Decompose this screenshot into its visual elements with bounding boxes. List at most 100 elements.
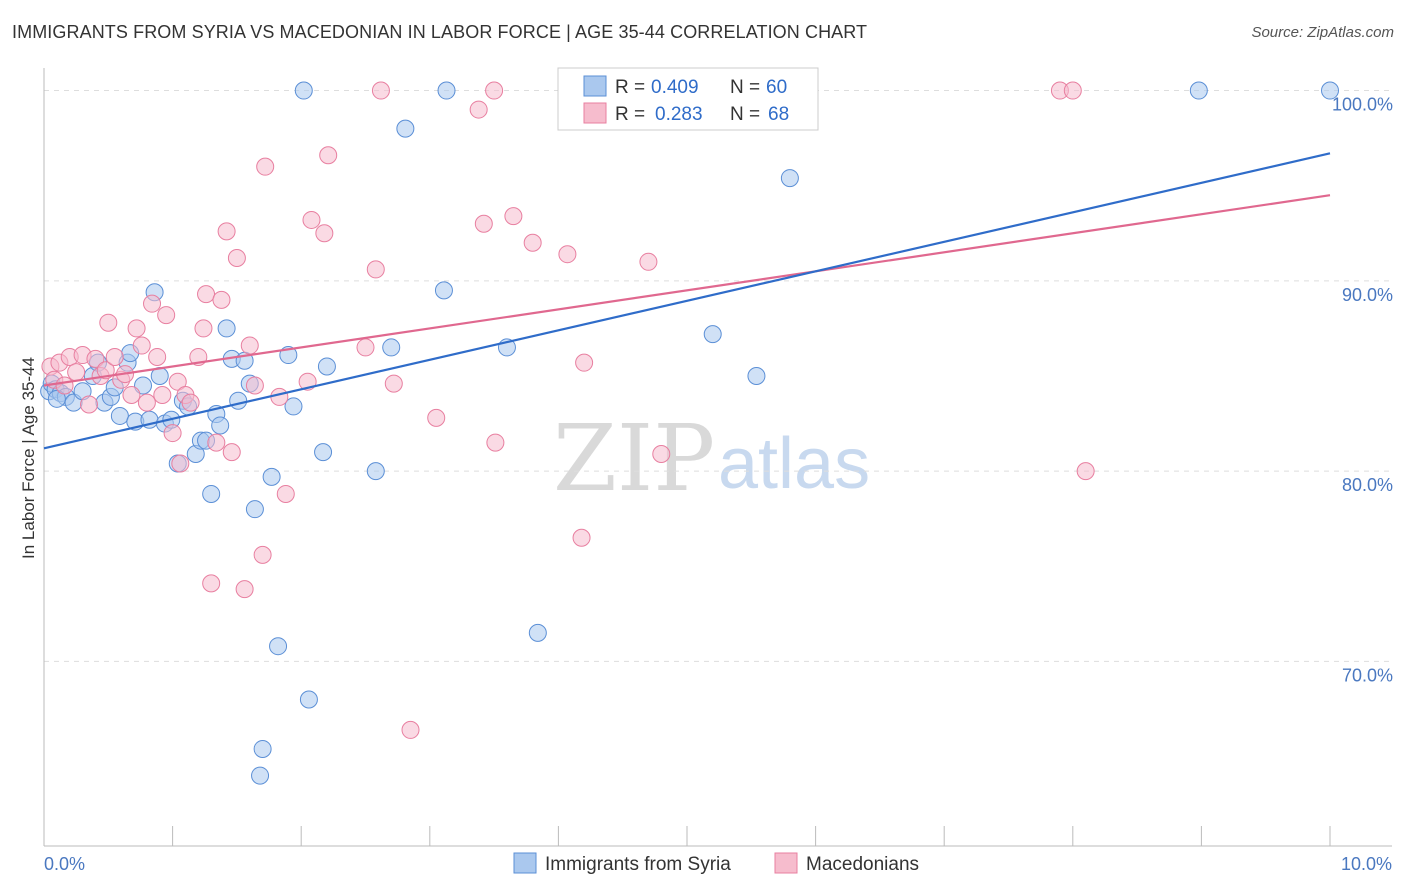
macedonians-point-12	[105, 347, 124, 366]
macedonians-point-41	[256, 157, 275, 176]
legend-r-label-1: R =	[615, 77, 645, 98]
bottom-legend-label-syria: Immigrants from Syria	[545, 854, 731, 875]
legend-n-value-2: 68	[768, 104, 789, 125]
syria-point-50	[434, 281, 453, 300]
macedonians-point-3	[55, 376, 74, 395]
legend-n-value-1: 60	[766, 77, 787, 98]
macedonians-point-37	[235, 580, 254, 599]
macedonians-point-18	[137, 393, 156, 412]
macedonians-point-49	[366, 260, 385, 279]
syria-point-43	[299, 690, 318, 709]
bottom-legend-label-macedonians: Macedonians	[806, 854, 919, 875]
macedonians-point-21	[153, 386, 172, 405]
syria-point-15	[134, 376, 153, 395]
macedonians-point-45	[302, 210, 321, 229]
macedonians-point-42	[270, 387, 289, 406]
syria-point-30	[217, 319, 236, 338]
syria-point-44	[314, 443, 333, 462]
watermark-atlas: atlas	[718, 424, 870, 504]
macedonians-point-58	[504, 207, 523, 226]
trend-lines	[43, 152, 1331, 450]
syria-point-27	[202, 484, 221, 503]
syria-point-38	[262, 467, 281, 486]
syria-point-49	[437, 81, 456, 100]
syria-point-46	[366, 462, 385, 481]
watermark: ZIP atlas	[553, 405, 870, 512]
macedonians-point-43	[276, 484, 295, 503]
macedonians-point-39	[245, 376, 264, 395]
syria-point-52	[528, 623, 547, 642]
legend-n-label-1: N =	[730, 77, 760, 98]
macedonians-point-55	[485, 81, 504, 100]
chart-source: Source: ZipAtlas.com	[1251, 24, 1394, 41]
macedonians-point-63	[639, 252, 658, 271]
macedonians-point-11	[99, 313, 118, 332]
macedonians-point-56	[474, 214, 493, 233]
legend-n-label-2: N =	[730, 104, 760, 125]
syria-point-41	[284, 397, 303, 416]
stats-legend: R = 0.409 N = 60 R = 0.283 N = 68	[557, 67, 819, 131]
trendline-macedonians	[43, 194, 1331, 387]
macedonians-point-31	[202, 574, 221, 593]
syria-point-39	[269, 637, 288, 656]
macedonians-point-53	[427, 408, 446, 427]
legend-r-value-2: 0.283	[655, 104, 703, 125]
syria-point-56	[1189, 81, 1208, 100]
macedonians-point-27	[181, 393, 200, 412]
macedonians-point-67	[1076, 462, 1095, 481]
syria-point-57	[1321, 81, 1339, 100]
macedonians-point-10	[96, 361, 115, 380]
macedonians-point-52	[401, 720, 420, 739]
macedonians-point-29	[194, 319, 213, 338]
series-macedonians-points	[41, 81, 1095, 739]
syria-point-45	[317, 357, 336, 376]
y-tick-label-70: 70.0%	[1342, 665, 1393, 685]
y-axis-tick-labels: 70.0% 80.0% 90.0% 100.0%	[1332, 95, 1393, 686]
macedonians-point-22	[157, 306, 176, 325]
macedonians-point-23	[163, 424, 182, 443]
x-tick-label-min: 0.0%	[44, 854, 85, 874]
y-axis-label: In Labor Force | Age 35-44	[19, 357, 38, 559]
syria-point-29	[211, 416, 230, 435]
syria-point-47	[382, 338, 401, 357]
syria-point-48	[396, 119, 415, 138]
macedonians-point-38	[240, 336, 259, 355]
macedonians-point-7	[80, 395, 99, 414]
macedonians-point-64	[652, 445, 671, 463]
macedonians-point-60	[558, 245, 577, 264]
macedonians-point-51	[371, 81, 390, 100]
legend-swatch-macedonians	[583, 102, 607, 124]
macedonians-point-8	[86, 349, 105, 368]
bottom-legend-swatch-macedonians	[774, 852, 798, 874]
syria-point-58	[47, 389, 66, 408]
syria-point-42	[294, 81, 313, 100]
macedonians-point-35	[222, 443, 241, 462]
macedonians-point-61	[572, 528, 591, 547]
legend-r-value-1: 0.409	[651, 77, 699, 98]
macedonians-point-5	[67, 363, 86, 382]
macedonians-point-17	[132, 336, 151, 355]
syria-point-35	[245, 500, 264, 519]
macedonians-point-34	[217, 222, 236, 241]
bottom-legend-swatch-syria	[513, 852, 537, 874]
macedonians-point-40	[253, 545, 272, 564]
syria-point-11	[110, 406, 129, 425]
macedonians-point-15	[122, 386, 141, 405]
x-axis-ticks	[172, 826, 1331, 846]
y-tick-label-100: 100.0%	[1332, 95, 1393, 115]
macedonians-point-19	[143, 294, 162, 313]
legend-swatch-syria	[583, 75, 607, 97]
macedonians-point-16	[127, 319, 146, 338]
watermark-zip: ZIP	[553, 405, 715, 512]
y-tick-label-90: 90.0%	[1342, 285, 1393, 305]
syria-point-36	[253, 739, 272, 758]
macedonians-point-25	[171, 454, 190, 473]
macedonians-point-62	[575, 353, 594, 372]
macedonians-point-30	[197, 285, 216, 304]
legend-r-label-2: R =	[615, 104, 645, 125]
syria-point-55	[780, 169, 799, 188]
macedonians-point-24	[168, 372, 187, 391]
macedonians-point-57	[486, 433, 505, 452]
trendline-syria	[43, 152, 1331, 450]
